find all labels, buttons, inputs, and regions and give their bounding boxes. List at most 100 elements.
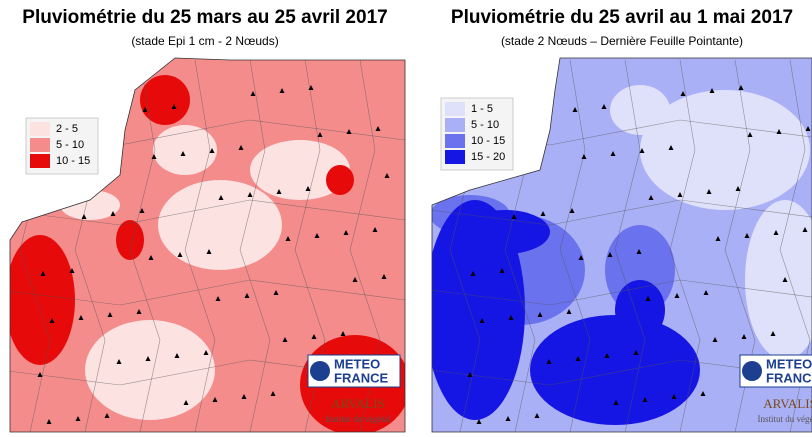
border [129, 59, 161, 432]
station [578, 255, 584, 260]
station [177, 252, 183, 257]
station [238, 145, 244, 150]
station [805, 126, 811, 131]
legend-label: 5 - 10 [471, 119, 499, 131]
rain-zone [116, 220, 144, 260]
station [706, 189, 712, 194]
map-subtitle: (stade Epi 1 cm - 2 Nœuds) [131, 34, 278, 48]
legend-label: 10 - 15 [471, 135, 505, 147]
station [174, 353, 180, 358]
station [514, 113, 520, 118]
station [372, 227, 378, 232]
legend-swatch [445, 118, 465, 132]
station [352, 277, 358, 282]
station [700, 391, 706, 396]
rain-zone [640, 90, 810, 210]
logo-top: METEO [334, 356, 380, 371]
station [218, 195, 224, 200]
partner: ARVALIS [331, 396, 385, 411]
station [645, 296, 651, 301]
station [314, 233, 320, 238]
station [305, 186, 311, 191]
station [276, 189, 282, 194]
border [669, 59, 701, 432]
station [773, 230, 779, 235]
station [317, 132, 323, 137]
rain-zone [432, 200, 525, 420]
border [432, 279, 812, 306]
station [703, 290, 709, 295]
station [244, 293, 250, 298]
station [171, 104, 177, 109]
station [566, 309, 572, 314]
station [279, 88, 285, 93]
station [537, 312, 543, 317]
rain-zone [460, 210, 550, 254]
station [802, 227, 808, 232]
map [10, 58, 405, 432]
station [145, 356, 151, 361]
station [572, 107, 578, 112]
legend-swatch [30, 154, 50, 168]
station [575, 356, 581, 361]
station [142, 107, 148, 112]
border [239, 59, 271, 432]
legend-label: 10 - 15 [56, 155, 90, 167]
partner-tagline: Institut du végétal [758, 414, 812, 424]
station [604, 353, 610, 358]
station [340, 331, 346, 336]
station [241, 394, 247, 399]
station [636, 249, 642, 254]
station [151, 154, 157, 159]
legend-label: 2 - 5 [56, 123, 78, 135]
station [715, 236, 721, 241]
station [250, 91, 256, 96]
border [559, 59, 591, 432]
station [81, 214, 87, 219]
station [17, 72, 23, 77]
border [614, 59, 646, 432]
station [110, 211, 116, 216]
logo-bottom: FRANCE [766, 370, 812, 385]
station [470, 271, 476, 276]
station [543, 110, 549, 115]
station [770, 331, 776, 336]
station [136, 309, 142, 314]
station [206, 249, 212, 254]
station [674, 293, 680, 298]
station [270, 391, 276, 396]
station [613, 400, 619, 405]
station [311, 334, 317, 339]
map-subtitle: (stade 2 Nœuds – Dernière Feuille Pointa… [501, 34, 743, 48]
station [343, 230, 349, 235]
rain-zone [530, 315, 700, 425]
logo-icon [742, 361, 762, 381]
station [37, 372, 43, 377]
station [215, 296, 221, 301]
rain-zone [326, 165, 354, 195]
station [499, 268, 505, 273]
station [508, 315, 514, 320]
station [107, 312, 113, 317]
station [601, 104, 607, 109]
rain-zone [250, 140, 350, 200]
station [183, 400, 189, 405]
station [610, 151, 616, 156]
station [69, 268, 75, 273]
station [116, 359, 122, 364]
station [46, 419, 52, 424]
station [375, 126, 381, 131]
station [473, 170, 479, 175]
logo-icon [310, 361, 330, 381]
logo-bottom: FRANCE [334, 370, 388, 385]
legend-swatch [445, 134, 465, 148]
coastline [9, 57, 406, 433]
station [546, 359, 552, 364]
station [540, 211, 546, 216]
border [10, 279, 405, 306]
legend-label: 15 - 20 [471, 151, 505, 163]
station [668, 145, 674, 150]
station [648, 195, 654, 200]
station [247, 192, 253, 197]
